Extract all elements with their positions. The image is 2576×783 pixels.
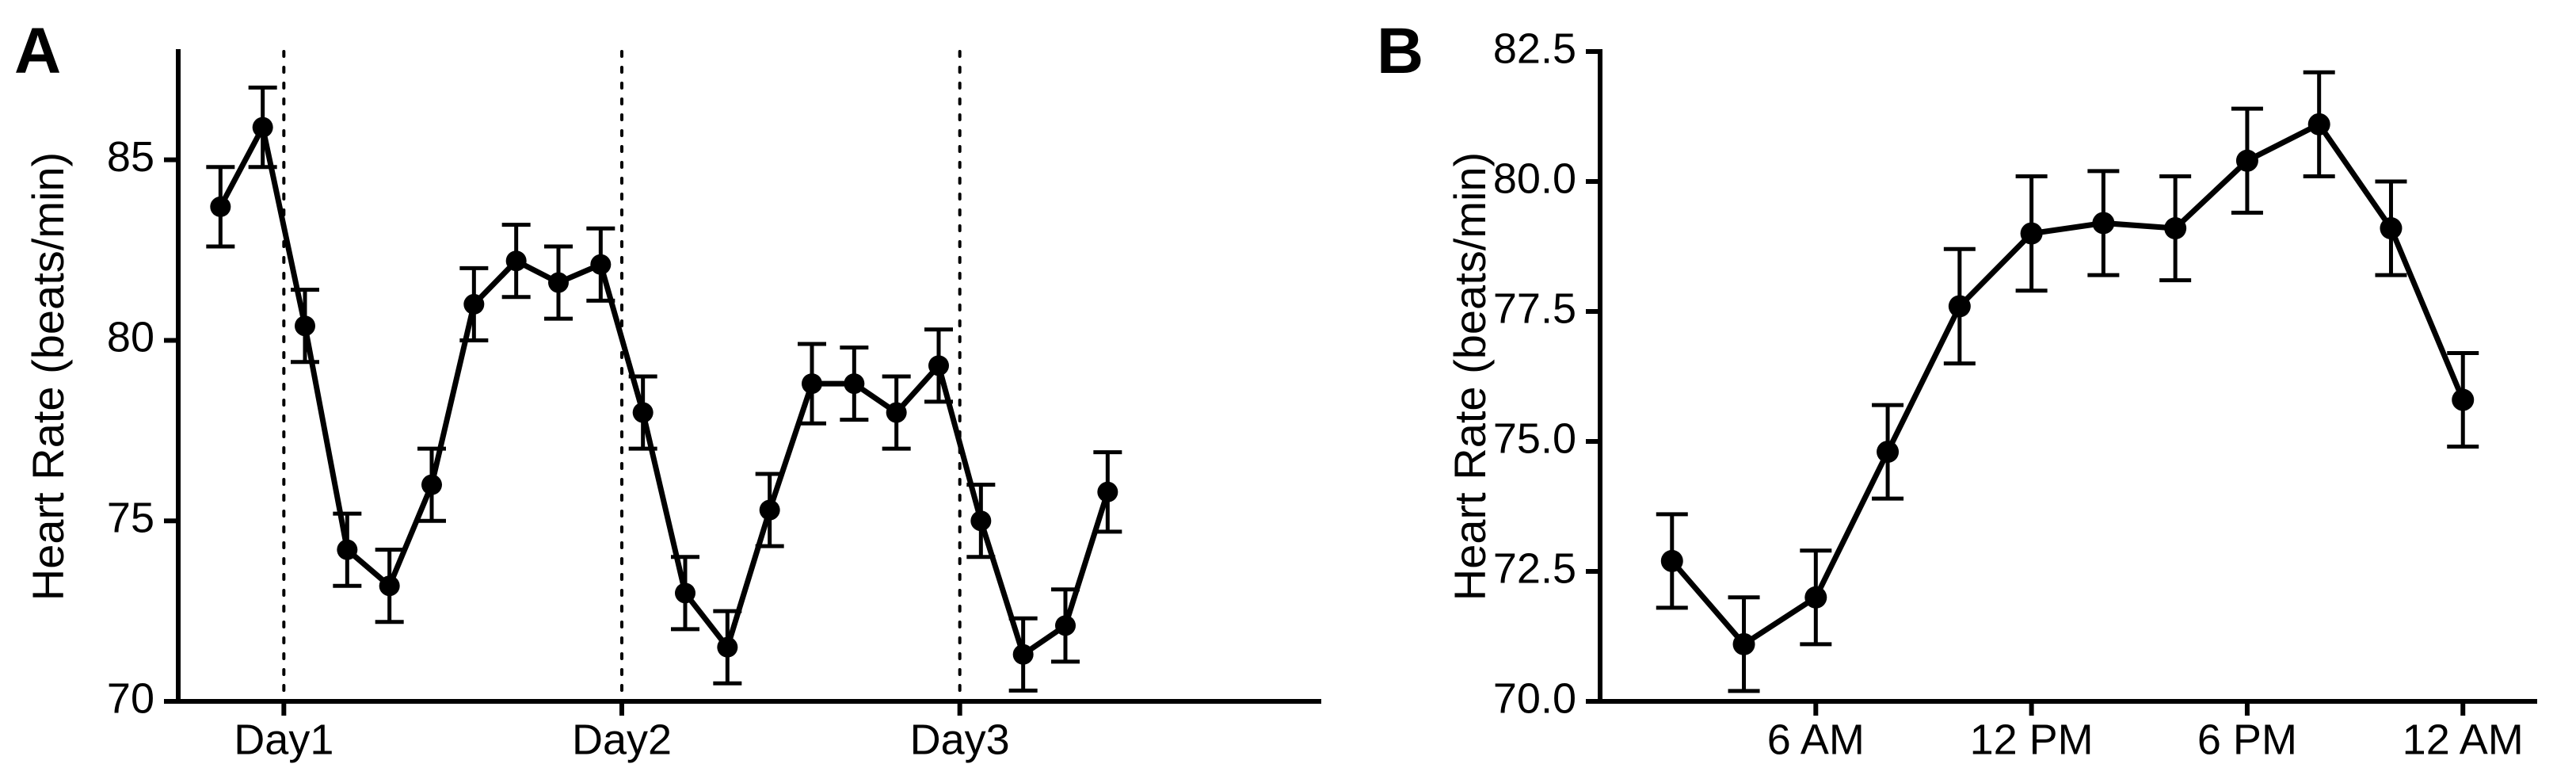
svg-text:75.0: 75.0 (1493, 414, 1576, 462)
svg-text:6 PM: 6 PM (2197, 716, 2297, 763)
svg-text:77.5: 77.5 (1493, 285, 1576, 332)
panel-b-letter: B (1377, 14, 1423, 89)
panel-a-letter: A (14, 14, 61, 89)
svg-text:Day1: Day1 (234, 716, 333, 763)
panel-a-chart: 70 75 80 85 Day1 Day2 Day3 Heart Rate (beats/mi… (0, 0, 1362, 783)
panel-b-chart: 70.0 72.5 75.0 77.5 80.0 82.5 6 AM 12 PM 6 PM 12 … (1362, 0, 2576, 783)
svg-text:12 PM: 12 PM (1970, 716, 2094, 763)
svg-text:70.0: 70.0 (1493, 674, 1576, 722)
svg-text:80: 80 (107, 314, 154, 361)
panel-a: A 70 75 80 85 Day1 Day2 Day3 Heart Rate (beats/… (0, 0, 1362, 783)
svg-text:Heart Rate (beats/min): Heart Rate (beats/min) (1445, 152, 1495, 601)
panel-b: B 70.0 72.5 75.0 77.5 80.0 82.5 6 AM 12 PM 6 PM 1… (1362, 0, 2576, 783)
svg-text:80.0: 80.0 (1493, 155, 1576, 202)
svg-text:12 AM: 12 AM (2403, 716, 2524, 763)
svg-text:6 AM: 6 AM (1767, 716, 1865, 763)
svg-text:Heart Rate (beats/min): Heart Rate (beats/min) (23, 152, 73, 601)
svg-text:85: 85 (107, 133, 154, 181)
figure-root: A 70 75 80 85 Day1 Day2 Day3 Heart Rate (beats/… (0, 0, 2576, 783)
svg-text:72.5: 72.5 (1493, 544, 1576, 592)
svg-text:70: 70 (107, 674, 154, 722)
svg-text:75: 75 (107, 494, 154, 541)
svg-text:Day3: Day3 (910, 716, 1010, 763)
svg-text:82.5: 82.5 (1493, 25, 1576, 72)
svg-text:Day2: Day2 (572, 716, 672, 763)
